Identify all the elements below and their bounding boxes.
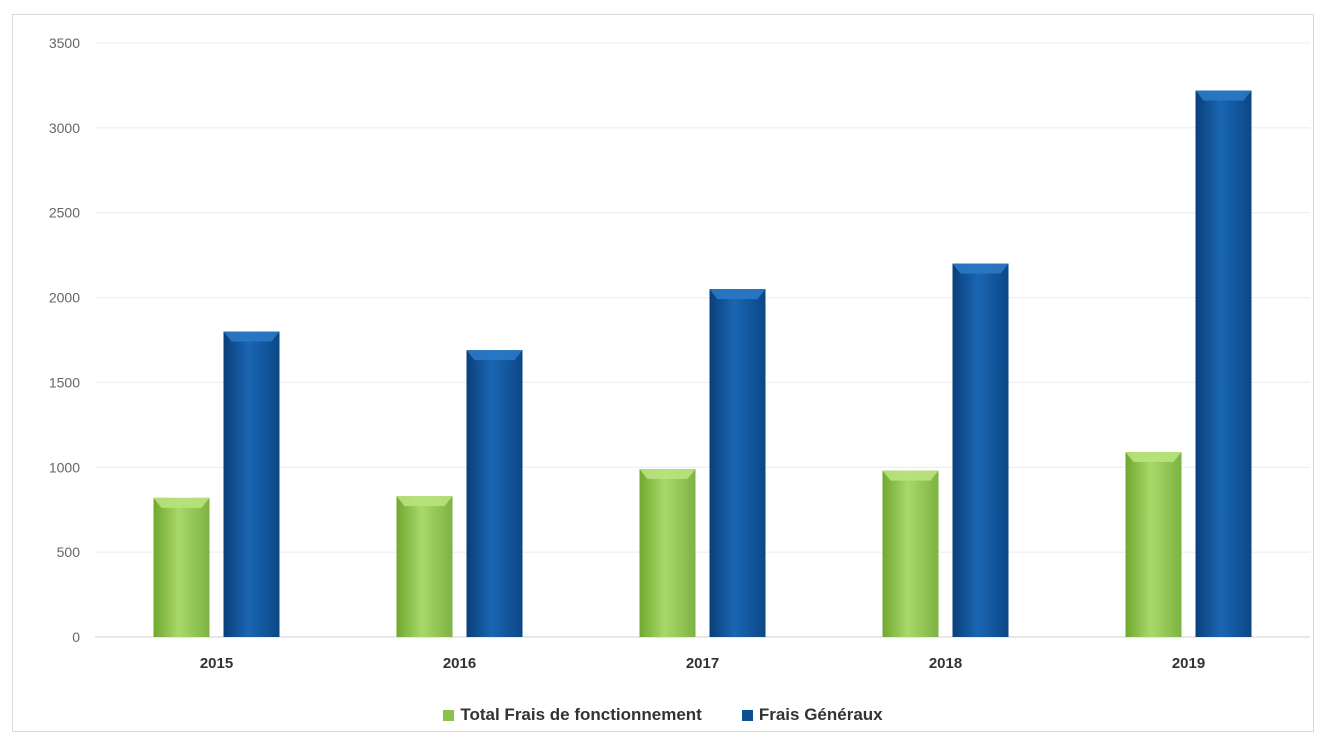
legend: Total Frais de fonctionnement Frais Géné… — [0, 705, 1326, 725]
bar-bevel — [952, 263, 1009, 274]
bar-frais-generaux — [466, 350, 523, 637]
y-tick-label: 1500 — [49, 374, 80, 390]
legend-swatch-blue — [741, 709, 753, 721]
y-axis: 0 500 1000 1500 2000 2500 3000 3500 — [49, 35, 80, 645]
bar-bevel — [882, 470, 939, 481]
legend-item-series-1: Total Frais de fonctionnement — [443, 705, 702, 725]
legend-label-series-2: Frais Généraux — [758, 705, 883, 724]
legend-label-series-1: Total Frais de fonctionnement — [460, 705, 702, 724]
bar-total-frais-fonctionnement — [1125, 452, 1182, 637]
y-tick-label: 500 — [57, 544, 81, 560]
bar-bevel — [709, 289, 766, 300]
bar-bevel — [223, 331, 280, 342]
bar-frais-generaux — [1195, 90, 1252, 637]
bar-total-frais-fonctionnement — [153, 497, 210, 637]
legend-item-series-2: Frais Généraux — [741, 705, 883, 725]
bar-bevel — [1195, 90, 1252, 101]
y-tick-label: 0 — [72, 629, 80, 645]
y-tick-label: 3000 — [49, 120, 80, 136]
y-tick-label: 1000 — [49, 459, 80, 475]
y-tick-label: 2000 — [49, 290, 80, 306]
y-tick-label: 3500 — [49, 35, 80, 51]
legend-swatch-green — [443, 709, 455, 721]
bar-bevel — [396, 496, 453, 507]
bar-frais-generaux — [709, 289, 766, 637]
bar-total-frais-fonctionnement — [396, 496, 453, 637]
bar-bevel — [153, 497, 210, 508]
y-tick-label: 2500 — [49, 205, 80, 221]
x-axis: 2015 2016 2017 2018 2019 — [200, 655, 1205, 672]
gridlines — [95, 42, 1310, 638]
bar-bevel — [1125, 452, 1182, 463]
x-tick-label: 2018 — [929, 655, 962, 672]
bar-bevel — [639, 468, 696, 479]
x-tick-label: 2017 — [686, 655, 719, 672]
bar-frais-generaux — [952, 263, 1009, 637]
bar-total-frais-fonctionnement — [882, 470, 939, 637]
bar-bevel — [466, 350, 523, 361]
bar-total-frais-fonctionnement — [639, 468, 696, 637]
x-tick-label: 2019 — [1172, 655, 1205, 672]
x-tick-label: 2015 — [200, 655, 233, 672]
bars — [153, 90, 1252, 637]
bar-frais-generaux — [223, 331, 280, 637]
x-tick-label: 2016 — [443, 655, 476, 672]
